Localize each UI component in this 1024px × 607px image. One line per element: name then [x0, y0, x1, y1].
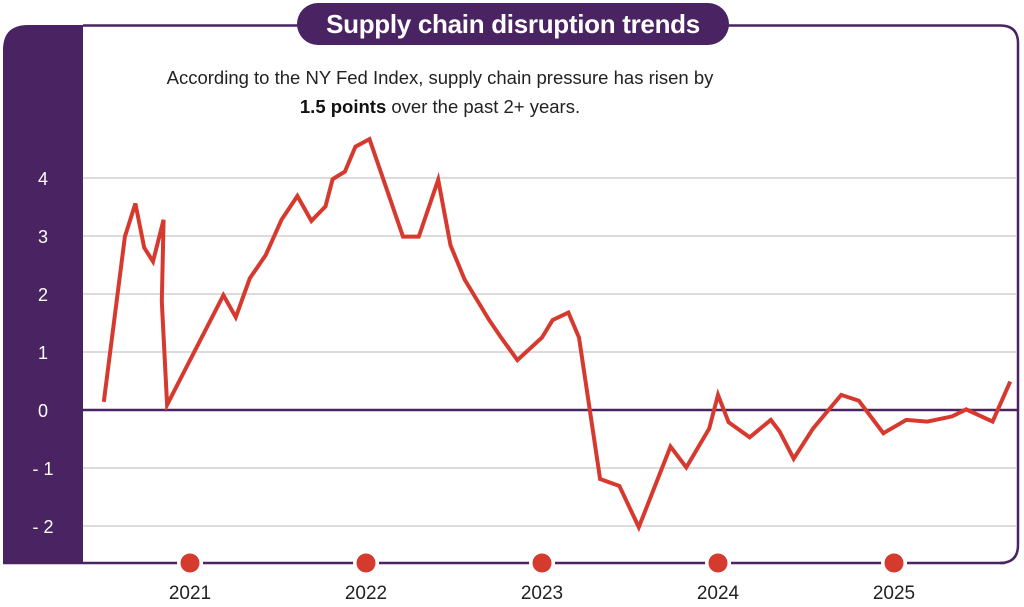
chart-frame: [83, 24, 1020, 565]
x-tick-label: 2021: [169, 583, 211, 604]
y-tick-label: - 1: [32, 459, 53, 479]
subtitle-line-2-rest: over the past 2+ years.: [386, 96, 581, 117]
y-axis-band: [3, 25, 83, 563]
x-tick-label: 2024: [697, 583, 740, 604]
y-tick-label: 1: [38, 343, 48, 363]
series-line: [101, 136, 1013, 533]
x-tick-label: 2022: [345, 583, 387, 604]
y-tick-label: 4: [38, 169, 48, 189]
year-marker-dot: [356, 553, 376, 573]
gridlines: [83, 177, 1017, 527]
x-tick-label: 2025: [873, 583, 915, 604]
chart-title: Supply chain disruption trends: [297, 3, 729, 45]
x-tick-label: 2023: [521, 583, 563, 604]
y-tick-label: 3: [38, 227, 48, 247]
data-points: [103, 139, 1011, 528]
subtitle-line-2: 1.5 points over the past 2+ years.: [120, 92, 760, 121]
year-marker-dot: [884, 553, 904, 573]
y-tick-label: 0: [38, 401, 48, 421]
year-marker-dot: [180, 553, 200, 573]
x-tick-labels: 2021 2022 2023 2024 2025: [169, 550, 915, 604]
year-marker-dot: [532, 553, 552, 573]
y-tick-label: 2: [38, 285, 48, 305]
year-marker-dot: [708, 553, 728, 573]
y-tick-label: - 2: [32, 517, 53, 537]
y-tick-labels: 4 3 2 1 0 - 1 - 2: [32, 169, 53, 537]
subtitle-line-1: According to the NY Fed Index, supply ch…: [166, 67, 714, 88]
subtitle-highlight: 1.5 points: [299, 96, 387, 117]
chart-subtitle: According to the NY Fed Index, supply ch…: [120, 63, 760, 121]
